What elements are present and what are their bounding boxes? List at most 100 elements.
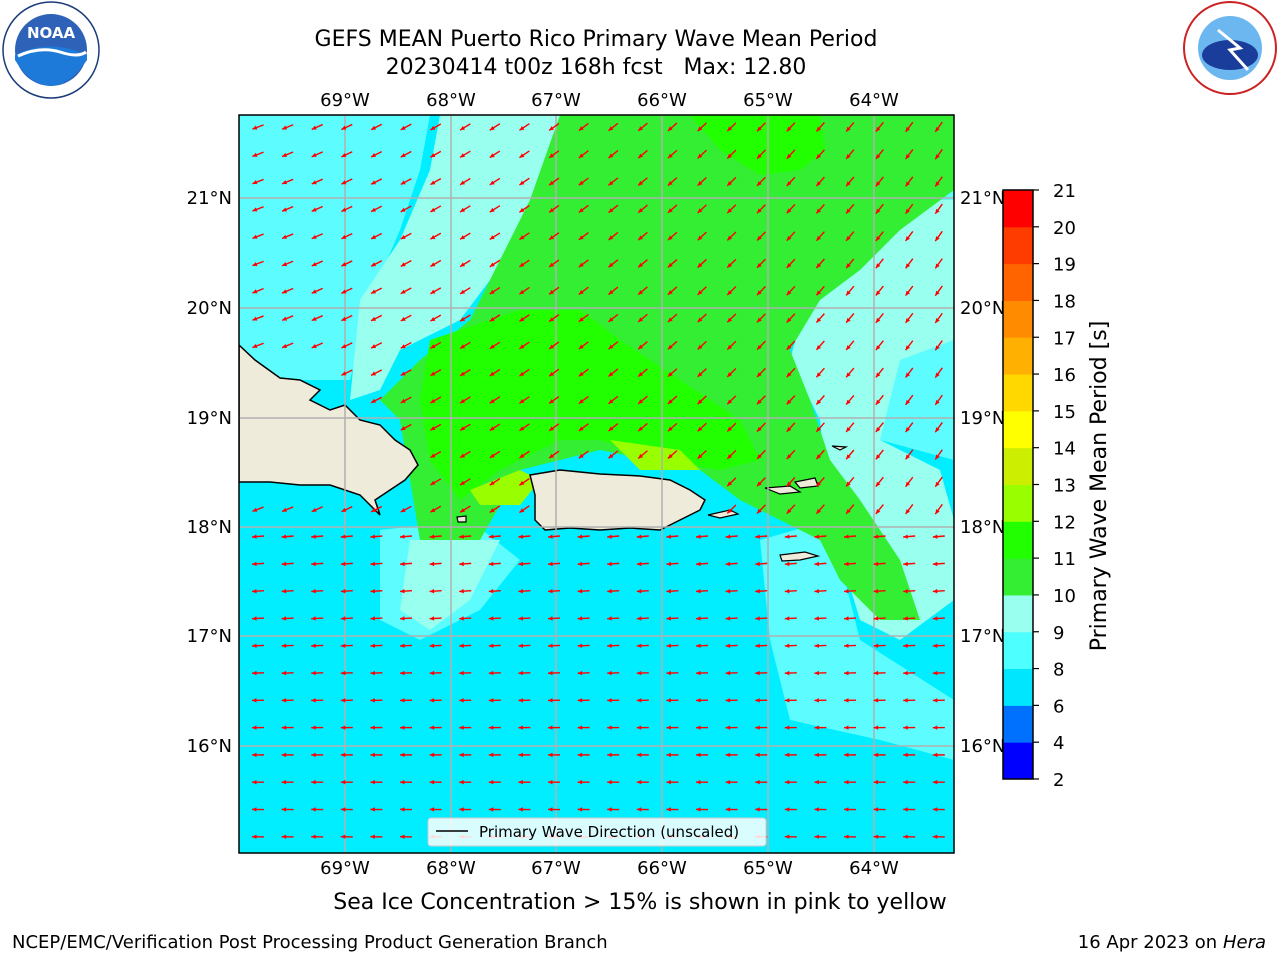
colorbar-segment	[1003, 374, 1033, 412]
wave-direction-arrow	[786, 285, 796, 296]
wave-direction-arrow	[726, 176, 737, 187]
wave-direction-arrow	[667, 204, 678, 214]
colorbar-tick-label: 21	[1053, 181, 1076, 202]
wave-direction-arrow	[459, 450, 471, 459]
wave-direction-arrow	[608, 286, 619, 296]
wave-direction-arrow	[577, 643, 590, 648]
wave-direction-arrow	[903, 698, 916, 703]
wave-direction-arrow	[370, 260, 383, 267]
wave-direction-arrow	[875, 176, 884, 187]
wave-direction-arrow	[341, 506, 353, 513]
wave-direction-arrow	[695, 616, 709, 621]
wave-direction-arrow	[666, 807, 679, 812]
wave-direction-arrow	[341, 260, 353, 267]
wave-direction-arrow	[399, 670, 413, 676]
wave-direction-arrow	[578, 177, 589, 186]
wave-direction-arrow	[725, 752, 738, 758]
wave-direction-arrow	[636, 807, 649, 812]
colorbar-segment	[1003, 190, 1033, 228]
wave-direction-arrow	[311, 616, 324, 621]
wave-direction-arrow	[519, 150, 530, 159]
wave-direction-arrow	[429, 698, 442, 703]
wave-direction-arrow	[784, 698, 797, 703]
wave-period-field	[239, 115, 954, 853]
lon-tick-bottom: 66°W	[637, 858, 687, 879]
wave-direction-arrow	[607, 670, 620, 676]
wave-direction-arrow	[725, 780, 738, 785]
wave-direction-arrow	[459, 369, 471, 377]
wave-direction-arrow	[726, 395, 737, 405]
wave-direction-arrow	[578, 368, 589, 377]
wave-direction-arrow	[873, 834, 886, 839]
wave-direction-arrow	[548, 368, 560, 377]
wave-direction-arrow	[814, 807, 827, 812]
wave-direction-arrow	[637, 149, 648, 159]
wave-direction-arrow	[459, 423, 471, 431]
wave-direction-arrow	[815, 340, 825, 351]
wave-direction-arrow	[667, 231, 678, 241]
wave-direction-arrow	[459, 589, 472, 594]
wave-direction-arrow	[281, 589, 294, 594]
wave-direction-arrow	[252, 506, 264, 512]
wave-direction-arrow	[845, 149, 855, 160]
wave-direction-arrow	[932, 670, 945, 676]
wave-direction-arrow	[281, 178, 294, 185]
wave-direction-arrow	[726, 258, 737, 269]
wave-direction-arrow	[488, 616, 501, 621]
wave-direction-arrow	[489, 205, 501, 213]
wave-direction-arrow	[311, 534, 324, 539]
anegada-island	[831, 445, 849, 451]
wave-direction-arrow	[873, 780, 886, 785]
wave-direction-arrow	[430, 123, 442, 131]
wave-direction-arrow	[519, 177, 530, 186]
wave-direction-arrow	[756, 204, 766, 214]
wave-direction-arrow	[340, 616, 353, 621]
wave-direction-arrow	[932, 725, 945, 730]
period-contour-10-11	[380, 115, 954, 620]
wave-direction-arrow	[843, 725, 857, 730]
wave-direction-arrow	[429, 725, 442, 730]
wave-direction-arrow	[845, 258, 855, 269]
wave-direction-arrow	[340, 698, 353, 703]
wave-direction-arrow	[608, 313, 619, 323]
wave-direction-arrow	[756, 477, 766, 487]
wave-direction-arrow	[548, 150, 560, 159]
wave-direction-arrow	[815, 476, 825, 487]
wave-direction-arrow	[578, 286, 589, 295]
wave-direction-arrow	[548, 204, 560, 213]
wave-direction-arrow	[905, 422, 914, 433]
wave-direction-arrow	[370, 396, 383, 404]
wave-direction-arrow	[429, 589, 442, 594]
wave-direction-arrow	[845, 394, 855, 406]
wave-direction-arrow	[578, 395, 589, 405]
wave-direction-arrow	[697, 395, 707, 405]
colorbar-segment	[1003, 337, 1033, 375]
wave-direction-arrow	[905, 367, 914, 378]
wave-direction-arrow	[281, 124, 294, 130]
wave-direction-arrow	[251, 807, 265, 812]
wave-direction-arrow	[636, 561, 649, 567]
wave-direction-arrow	[726, 313, 737, 323]
wave-direction-arrow	[370, 643, 383, 648]
wave-direction-arrow	[903, 725, 916, 730]
wave-direction-arrow	[697, 450, 707, 460]
wave-direction-arrow	[400, 369, 412, 377]
lat-tick-left: 19°N	[187, 408, 232, 429]
wave-direction-arrow	[281, 315, 294, 322]
wave-direction-arrow	[311, 834, 324, 839]
wave-direction-arrow	[489, 423, 501, 432]
wave-direction-arrow	[725, 561, 738, 567]
wave-direction-arrow	[429, 561, 442, 567]
wave-direction-arrow	[636, 725, 649, 730]
wave-direction-arrow	[281, 233, 294, 240]
wave-direction-arrow	[637, 122, 648, 132]
wave-direction-arrow	[399, 725, 413, 730]
lon-tick-bottom: 69°W	[320, 858, 370, 879]
wave-direction-arrow	[608, 450, 619, 459]
wave-direction-arrow	[814, 780, 827, 785]
wave-direction-arrow	[695, 752, 709, 758]
wave-direction-arrow	[341, 151, 353, 158]
wave-direction-arrow	[519, 314, 530, 323]
wave-direction-arrow	[429, 670, 442, 676]
wave-direction-arrow	[725, 807, 738, 812]
